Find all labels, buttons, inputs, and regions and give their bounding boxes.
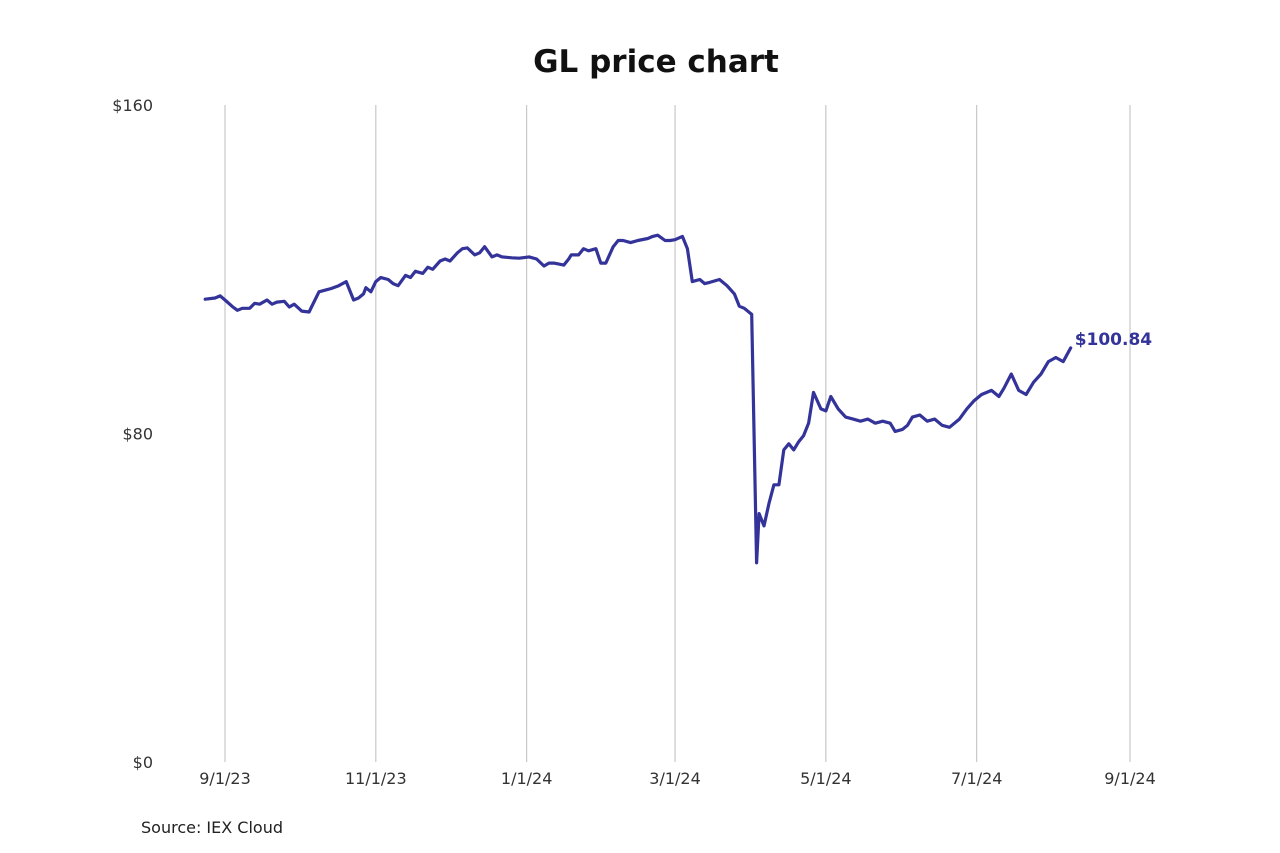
y-tick-label: $80 [122,425,153,444]
chart-title: GL price chart [533,44,779,80]
series-line-0 [203,233,1073,565]
x-tick-label: 11/1/23 [345,769,407,788]
x-tick-label: 9/1/23 [199,769,251,788]
x-tick-label: 9/1/24 [1104,769,1156,788]
series-layer [203,233,1073,565]
x-tick-label: 1/1/24 [501,769,553,788]
y-tick-label: $160 [112,96,153,115]
x-tick-label: 7/1/24 [951,769,1003,788]
gridlines [224,105,1131,762]
x-tick-label: 5/1/24 [800,769,852,788]
x-axis-ticks: 9/1/23 11/1/23 1/1/24 3/1/24 5/1/24 7/1/24 9/1… [199,769,1156,788]
source-label: Source: IEX Cloud [141,818,283,837]
last-price-label: $100.84 [1075,330,1153,350]
y-axis-ticks: $0 $80 $160 [112,96,153,772]
x-tick-label: 3/1/24 [649,769,701,788]
y-tick-label: $0 [133,753,153,772]
